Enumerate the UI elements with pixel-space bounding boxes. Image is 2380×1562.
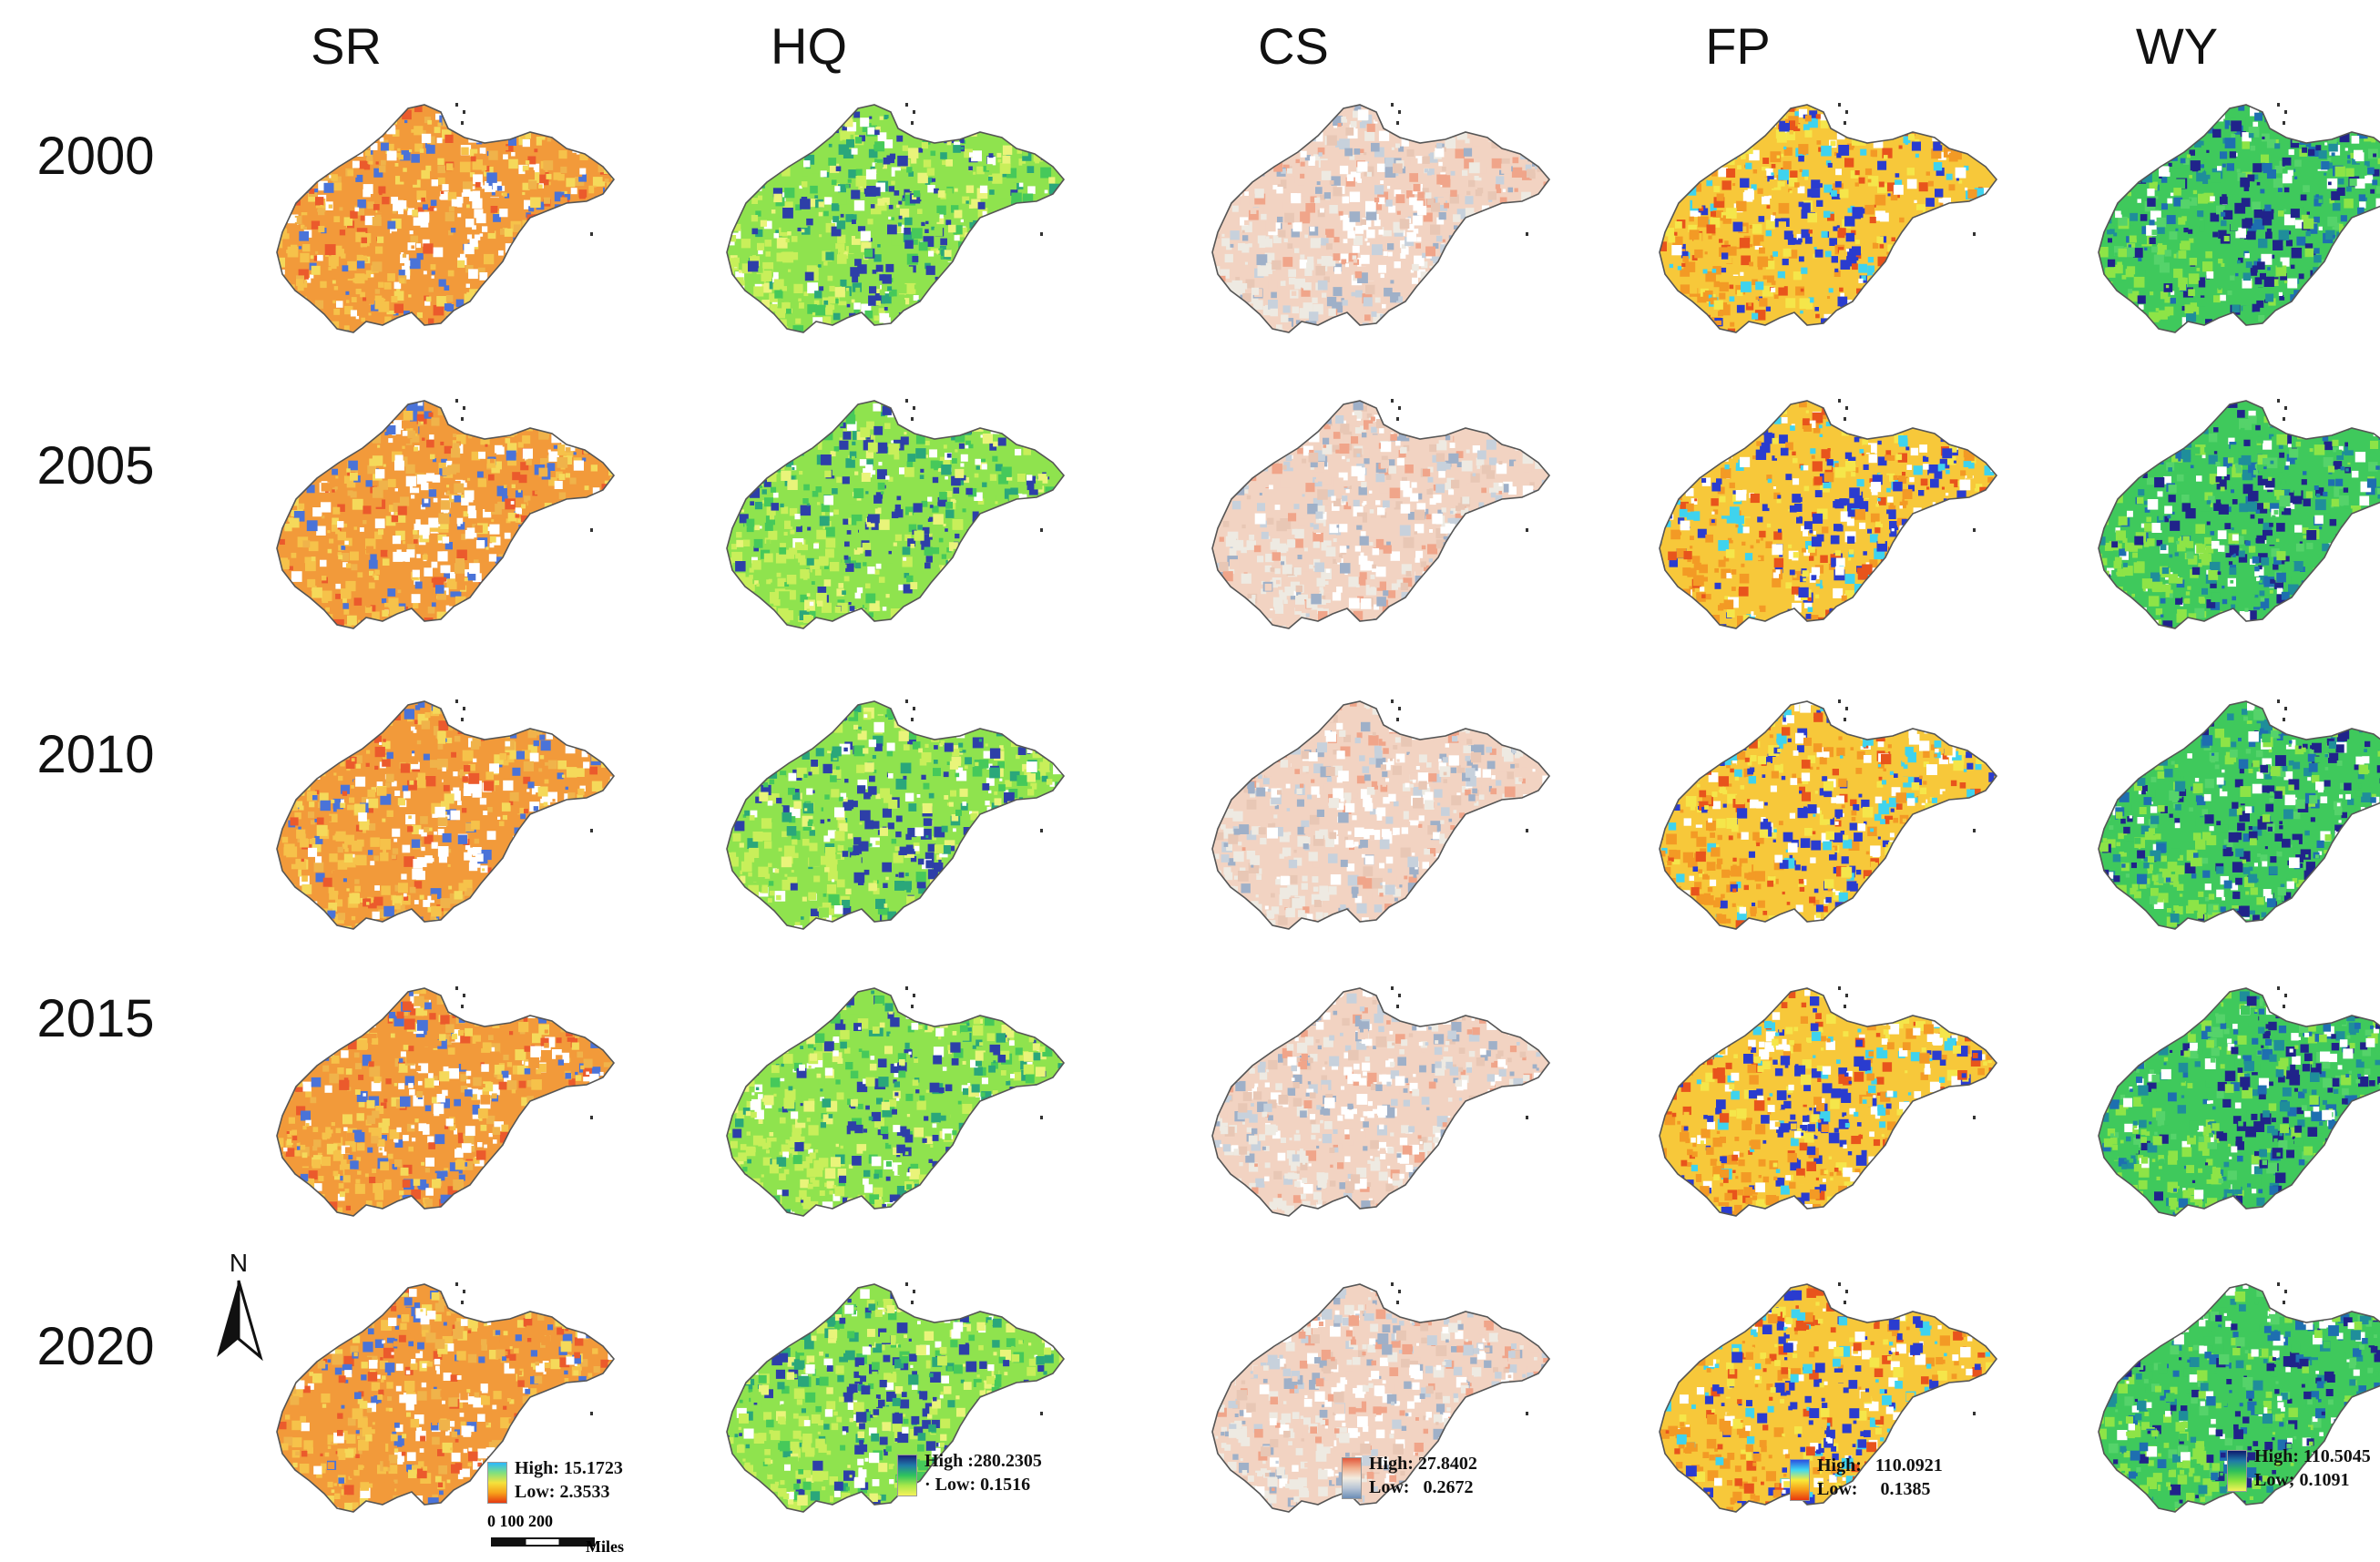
legend-high-value: 110.5045 — [2303, 1446, 2371, 1466]
map-wy-2015 — [2068, 979, 2380, 1234]
map-wy-2020 — [2068, 1275, 2380, 1530]
legend-high-value: 15.1723 — [564, 1458, 623, 1478]
legend-high-label: High: — [1369, 1454, 1414, 1474]
map-wy-2000 — [2068, 96, 2380, 351]
legend-high-label: High : — [924, 1451, 974, 1471]
province-outline — [2098, 1283, 2380, 1513]
map-fp-2000 — [1629, 96, 2011, 351]
province-outline — [726, 987, 1066, 1217]
legend-low-value: 0.2672 — [1423, 1477, 1473, 1497]
province-outline — [2098, 987, 2380, 1217]
province-outline — [1211, 104, 1551, 333]
row-header-2020: 2020 — [27, 1316, 164, 1377]
legend-low-label: · Low: — [924, 1475, 975, 1495]
map-fp-2020 — [1629, 1275, 2011, 1530]
map-cs-2020 — [1181, 1275, 1564, 1530]
row-header-2010: 2010 — [27, 724, 164, 785]
province-outline — [1211, 987, 1551, 1217]
legend-ramp — [1790, 1459, 1810, 1501]
col-header-cs: CS — [1157, 16, 1430, 76]
map-wy-2010 — [2068, 692, 2380, 947]
scale-ticks: 0 100 200 — [487, 1512, 553, 1531]
province-outline — [276, 104, 616, 333]
legend-ramp — [487, 1462, 507, 1504]
col-header-hq: HQ — [672, 16, 945, 76]
province-outline — [1659, 104, 1998, 333]
province-outline — [276, 1283, 616, 1513]
map-fp-2005 — [1629, 392, 2011, 647]
scale-bar: 0 100 200 Miles — [487, 1512, 669, 1557]
col-header-fp: FP — [1601, 16, 1874, 76]
map-sr-2020 — [246, 1275, 628, 1530]
province-outline — [276, 700, 616, 930]
north-label: N — [230, 1249, 248, 1277]
scale-bar-graphic — [491, 1537, 595, 1547]
province-outline — [1659, 400, 1998, 629]
map-hq-2000 — [696, 96, 1078, 351]
legend-low-value: 2.3533 — [559, 1482, 609, 1502]
row-header-2015: 2015 — [27, 988, 164, 1049]
legend-high-value: 280.2305 — [974, 1451, 1042, 1471]
row-header-2005: 2005 — [27, 435, 164, 496]
legend-high-value: 110.0921 — [1875, 1455, 1943, 1475]
legend-low-value: 0.1516 — [980, 1475, 1030, 1495]
province-outline — [1659, 700, 1998, 930]
north-arrow-right — [237, 1280, 263, 1362]
map-cs-2000 — [1181, 96, 1564, 351]
legend-low-label: Low: — [1817, 1479, 1857, 1499]
map-sr-2005 — [246, 392, 628, 647]
province-outline — [726, 400, 1066, 629]
province-outline — [1659, 1283, 1998, 1513]
province-outline — [1211, 700, 1551, 930]
province-outline — [726, 1283, 1066, 1513]
legend-low-value: 0.1091 — [2299, 1470, 2349, 1490]
map-sr-2000 — [246, 96, 628, 351]
province-outline — [2098, 400, 2380, 629]
row-header-2000: 2000 — [27, 126, 164, 187]
map-sr-2010 — [246, 692, 628, 947]
province-outline — [1659, 987, 1998, 1217]
legend-low-value: 0.1385 — [1880, 1479, 1930, 1499]
map-wy-2005 — [2068, 392, 2380, 647]
province-outline — [2098, 104, 2380, 333]
province-outline — [726, 104, 1066, 333]
legend-high-value: 27.8402 — [1418, 1454, 1477, 1474]
legend-high-label: High: — [2254, 1446, 2299, 1466]
map-cs-2005 — [1181, 392, 1564, 647]
map-hq-2010 — [696, 692, 1078, 947]
north-arrow-left — [217, 1281, 239, 1357]
province-outline — [2098, 700, 2380, 930]
legend-low-label: Low: — [515, 1482, 555, 1502]
province-outline — [1211, 400, 1551, 629]
province-outline — [726, 700, 1066, 930]
map-hq-2015 — [696, 979, 1078, 1234]
legend-high-label: High: — [515, 1458, 559, 1478]
scale-units: Miles — [586, 1537, 624, 1557]
legend-ramp — [1342, 1457, 1362, 1499]
legend-low-label: Low; — [2254, 1470, 2294, 1490]
map-hq-2005 — [696, 392, 1078, 647]
legend-ramp — [897, 1455, 917, 1496]
col-header-sr: SR — [209, 16, 483, 76]
legend-high-label: High: — [1817, 1455, 1862, 1475]
province-outline — [276, 987, 616, 1217]
map-cs-2010 — [1181, 692, 1564, 947]
province-outline — [1211, 1283, 1551, 1513]
map-fp-2010 — [1629, 692, 2011, 947]
col-header-wy: WY — [2040, 16, 2314, 76]
province-outline — [276, 400, 616, 629]
map-cs-2015 — [1181, 979, 1564, 1234]
map-sr-2015 — [246, 979, 628, 1234]
north-arrow: N — [211, 1248, 266, 1366]
map-fp-2015 — [1629, 979, 2011, 1234]
map-hq-2020 — [696, 1275, 1078, 1530]
legend-ramp — [2227, 1450, 2247, 1492]
legend-low-label: Low: — [1369, 1477, 1409, 1497]
